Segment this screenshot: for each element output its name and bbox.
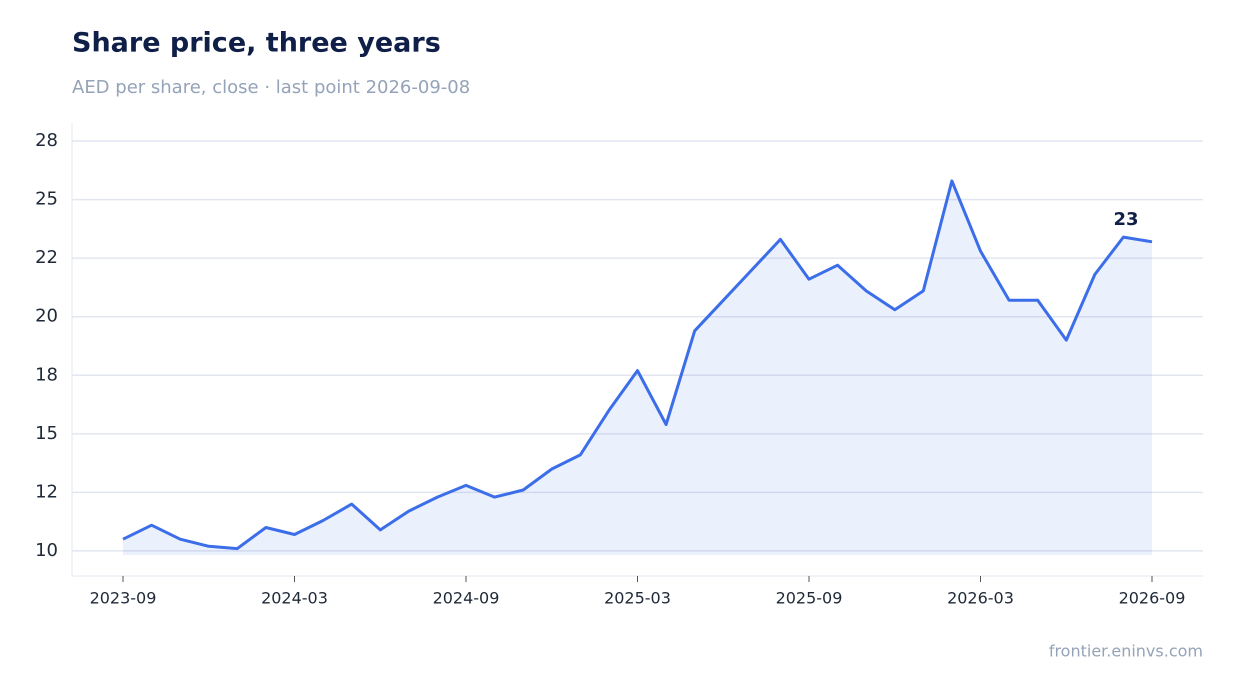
value-label: 23 (1113, 209, 1138, 230)
y-tick-label: 28 (35, 130, 58, 151)
x-tick-label: 2024-09 (433, 589, 500, 608)
x-tick-label: 2026-03 (947, 589, 1014, 608)
y-tick-label: 25 (35, 189, 58, 210)
y-tick-label: 10 (35, 540, 58, 561)
area (123, 180, 1152, 555)
chart-title: Share price, three years (72, 28, 441, 59)
x-tick-label: 2023-09 (90, 589, 157, 608)
y-tick-label: 18 (35, 364, 58, 385)
y-tick-label: 15 (35, 423, 58, 444)
x-tick-label: 2026-09 (1119, 589, 1186, 608)
x-tick-label: 2025-09 (776, 589, 843, 608)
chart-subtitle: AED per share, close · last point 2026-0… (72, 77, 470, 98)
y-tick-label: 20 (35, 306, 58, 327)
y-tick-label: 22 (35, 247, 58, 268)
source: frontier.eninvs.com (1049, 642, 1203, 661)
x-tick-label: 2024-03 (261, 589, 328, 608)
x-tick-label: 2025-03 (604, 589, 671, 608)
line (122, 179, 1153, 551)
y-tick-label: 12 (35, 481, 58, 502)
